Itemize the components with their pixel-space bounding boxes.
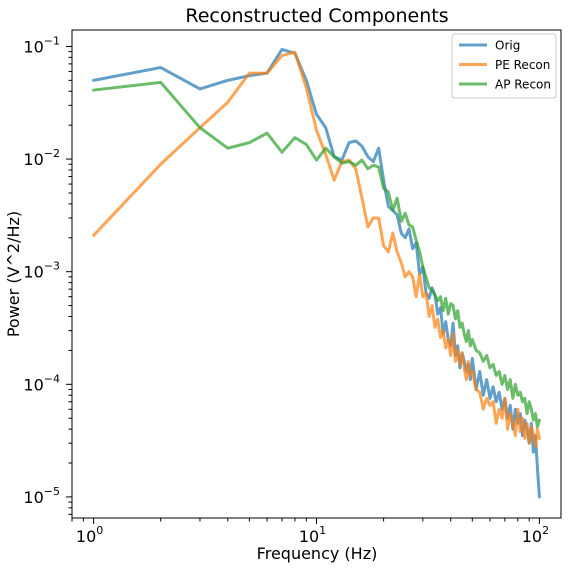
y-tick-label: 10−5 — [23, 485, 60, 507]
x-tick-label: 100 — [76, 524, 103, 546]
y-tick-label: 10−1 — [23, 34, 60, 56]
y-tick-label: 10−4 — [23, 372, 60, 394]
y-tick-label: 10−2 — [23, 147, 60, 169]
series-line-pe-recon — [92, 50, 541, 449]
y-tick-label: 10−3 — [23, 260, 60, 282]
x-axis: 100 101 102 — [71, 518, 549, 546]
legend-entry: PE Recon — [495, 58, 550, 72]
x-axis-label: Frequency (Hz) — [257, 544, 378, 563]
legend-box — [451, 33, 557, 99]
series-layer — [92, 47, 541, 499]
legend-entry: Orig — [495, 39, 520, 53]
y-axis: 10−5 10−4 10−3 10−2 10−1 — [23, 34, 72, 515]
x-tick-label: 101 — [299, 524, 326, 546]
y-axis-label: Power (V^2/Hz) — [4, 211, 23, 337]
legend: Orig PE Recon AP Recon — [451, 33, 557, 99]
plot-frame — [71, 29, 562, 519]
chart-title: Reconstructed Components — [185, 5, 448, 27]
series-line-ap-recon — [92, 80, 541, 429]
legend-entry: AP Recon — [495, 78, 551, 92]
x-tick-label: 102 — [522, 524, 549, 546]
series-line-orig — [92, 47, 541, 499]
